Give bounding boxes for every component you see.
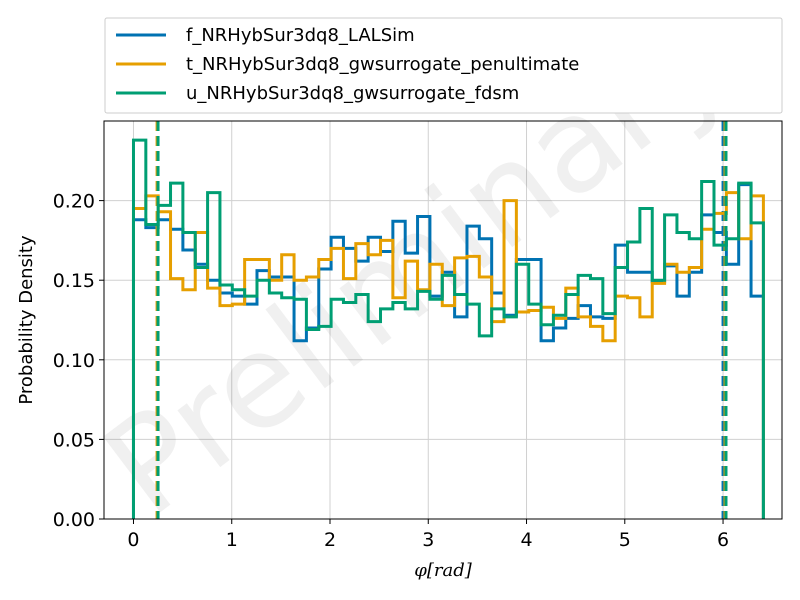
y-tick-label: 0.05: [53, 429, 95, 451]
legend-label-2: t_NRHybSur3dq8_gwsurrogate_penultimate: [186, 54, 579, 75]
x-tick-label: 0: [127, 529, 139, 551]
legend-label-3: u_NRHybSur3dq8_gwsurrogate_fdsm: [186, 83, 519, 104]
legend-label-1: f_NRHybSur3dq8_LALSim: [186, 25, 415, 46]
y-tick-label: 0.20: [53, 191, 95, 213]
x-tick-label: 3: [422, 529, 434, 551]
histogram-step-2: [131, 191, 765, 519]
y-tick-label: 0.10: [53, 350, 95, 372]
series-3: [131, 121, 765, 519]
x-tick-label: 5: [619, 529, 631, 551]
y-axis-label: Probability Density: [16, 235, 37, 405]
x-axis-label: φ[rad]: [414, 560, 472, 581]
x-tick-label: 2: [324, 529, 336, 551]
legend: f_NRHybSur3dq8_LALSim t_NRHybSur3dq8_gwsu…: [104, 17, 783, 114]
ticks: 0 1 2 3 4 5 6 0.00 0.05 0.10 0.15 0.20: [53, 191, 729, 551]
y-tick-label: 0.15: [53, 270, 95, 292]
x-tick-label: 6: [717, 529, 729, 551]
series-layer: [131, 121, 765, 519]
y-tick-label: 0.00: [53, 509, 95, 531]
x-tick-label: 4: [520, 529, 532, 551]
legend-frame: [104, 17, 783, 114]
x-tick-label: 1: [226, 529, 238, 551]
histogram-step-3: [131, 138, 765, 519]
plot-frame: [103, 120, 783, 520]
